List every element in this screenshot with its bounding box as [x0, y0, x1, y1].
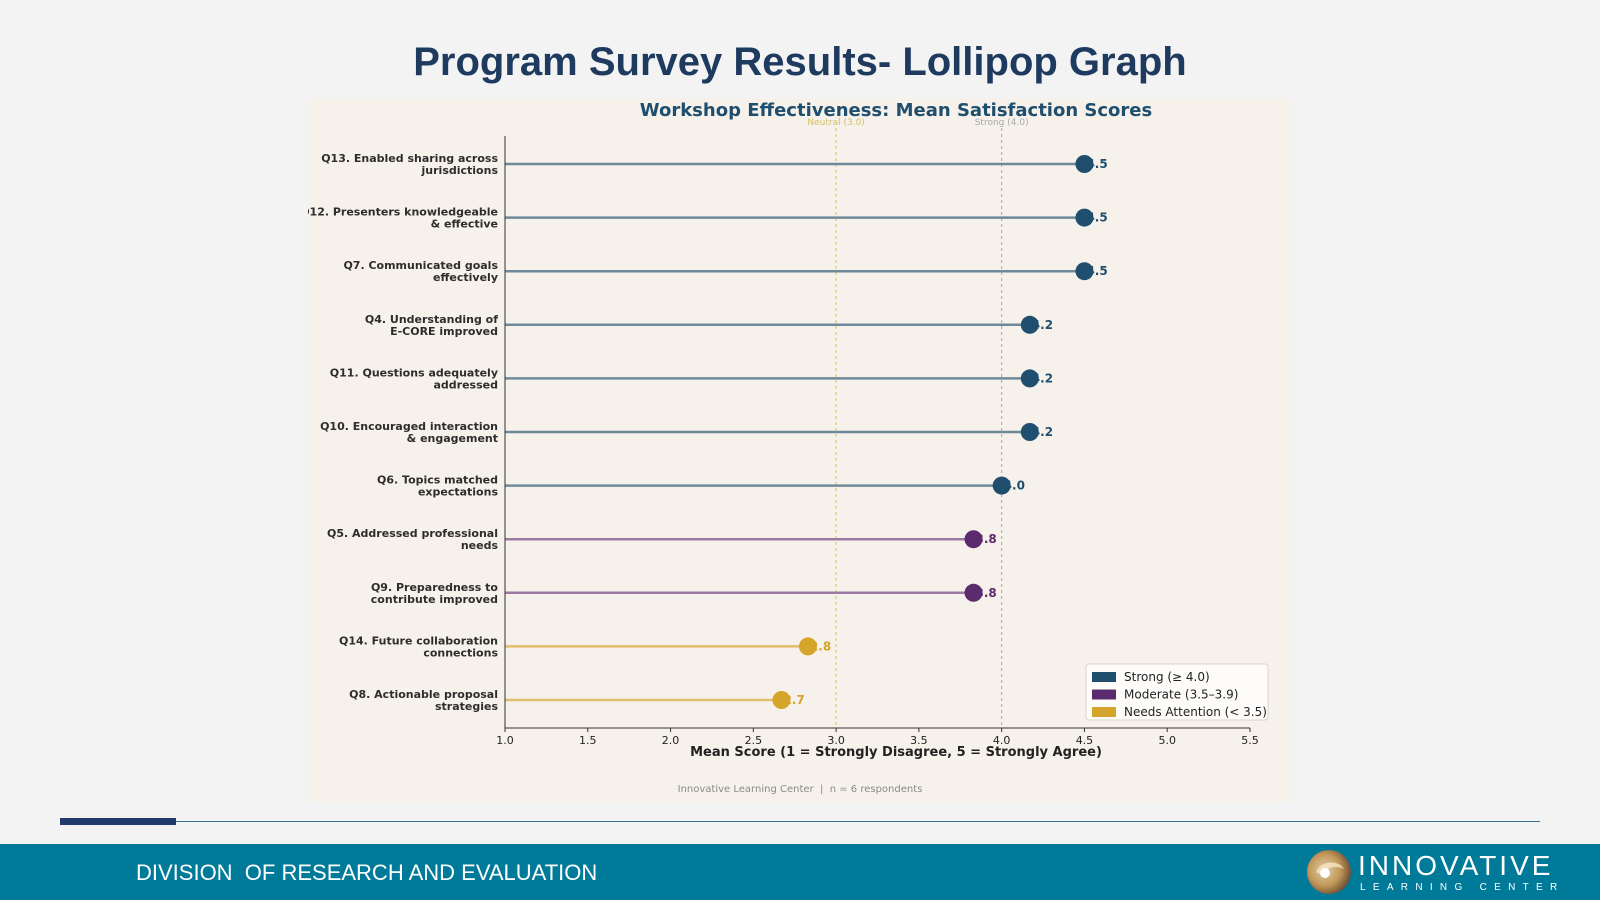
- category-label: & engagement: [407, 432, 498, 445]
- legend-entry: Strong (≥ 4.0): [1124, 670, 1210, 684]
- legend-swatch: [1092, 707, 1116, 717]
- lollipop-dot: [1075, 155, 1094, 173]
- reference-line-label: Neutral (3.0): [807, 118, 864, 128]
- x-tick-label: 3.0: [827, 734, 845, 747]
- category-label: Q8. Actionable proposal: [349, 688, 498, 701]
- lollipop-dot: [992, 476, 1011, 495]
- chart-panel: Workshop Effectiveness: Mean Satisfactio…: [308, 98, 1292, 802]
- value-label: 2.7: [783, 693, 804, 707]
- lollipop-dots: [772, 155, 1094, 709]
- lollipop-dot: [1020, 315, 1039, 334]
- value-label: 4.5: [1086, 264, 1107, 278]
- category-label: Q9. Preparedness to: [371, 581, 498, 594]
- category-label: strategies: [435, 700, 498, 713]
- legend-entry: Needs Attention (< 3.5): [1124, 705, 1267, 719]
- value-label: 4.2: [1032, 318, 1053, 332]
- category-label: Q12. Presenters knowledgeable: [308, 206, 498, 219]
- lollipop-dot: [772, 691, 791, 709]
- progress-track: [60, 821, 1540, 822]
- category-label: expectations: [418, 486, 499, 499]
- lollipop-dot: [1075, 262, 1094, 281]
- category-label: Q10. Encouraged interaction: [320, 420, 498, 433]
- lollipop-dot: [1020, 423, 1039, 441]
- x-axis-label: Mean Score (1 = Strongly Disagree, 5 = S…: [690, 745, 1102, 760]
- value-labels: 4.5 4.5 4.5 4.2 4.2 4.2 4.0 3.8 3.8 2.8 2.7: [783, 157, 1107, 707]
- chart-title: Workshop Effectiveness: Mean Satisfactio…: [640, 100, 1152, 121]
- category-label: E-CORE improved: [390, 325, 498, 338]
- progress-indicator: [60, 818, 176, 825]
- value-label: 4.2: [1032, 425, 1053, 439]
- category-label: Q7. Communicated goals: [343, 259, 498, 272]
- category-label: & effective: [431, 218, 498, 231]
- value-label: 4.2: [1032, 371, 1053, 385]
- lollipop-stems: [505, 162, 1085, 702]
- value-label: 2.8: [810, 639, 831, 653]
- footer-bar: DIVISION OF RESEARCH AND EVALUATION INNO…: [0, 844, 1600, 900]
- legend: Strong (≥ 4.0) Moderate (3.5–3.9) Needs At…: [1085, 663, 1269, 721]
- footer-division-text: DIVISION OF RESEARCH AND EVALUATION: [136, 860, 598, 885]
- lollipop-dot: [1075, 208, 1094, 227]
- x-tick-label: 1.5: [579, 734, 597, 747]
- category-label: contribute improved: [371, 593, 498, 606]
- category-labels: Q13. Enabled sharing acrossjurisdictions…: [308, 152, 498, 713]
- logo-swirl-icon: [1307, 850, 1351, 894]
- x-tick-label: 1.0: [496, 734, 514, 747]
- axes: [504, 136, 1250, 729]
- category-label: Q11. Questions adequately: [330, 366, 498, 379]
- value-label: 4.0: [1004, 479, 1025, 493]
- category-label: connections: [423, 646, 498, 659]
- category-label: effectively: [433, 271, 498, 284]
- x-tick-label: 2.0: [662, 734, 680, 747]
- logo-wordmark: INNOVATIVE: [1358, 850, 1554, 881]
- innovative-learning-center-logo: INNOVATIVE LEARNING CENTER: [1306, 847, 1566, 897]
- reference-line-label: Strong (4.0): [975, 118, 1029, 128]
- x-ticks: 1.0 1.5 2.0 2.5 3.0 3.5 4.0 4.5 5.0 5.5: [496, 728, 1259, 747]
- lollipop-dot: [964, 530, 983, 549]
- category-label: addressed: [434, 378, 499, 391]
- value-label: 3.8: [976, 532, 997, 546]
- category-label: jurisdictions: [421, 164, 499, 177]
- category-label: Q13. Enabled sharing across: [321, 152, 498, 165]
- x-tick-label: 5.0: [1158, 734, 1176, 747]
- category-label: Q4. Understanding of: [365, 313, 498, 326]
- category-label: Q6. Topics matched: [377, 474, 498, 487]
- lollipop-dot: [798, 637, 817, 656]
- x-tick-label: 4.0: [993, 734, 1011, 747]
- legend-entry: Moderate (3.5–3.9): [1124, 688, 1238, 702]
- value-label: 4.5: [1086, 157, 1107, 171]
- legend-swatch: [1092, 672, 1116, 682]
- x-tick-label: 2.5: [745, 734, 763, 747]
- lollipop-chart: Workshop Effectiveness: Mean Satisfactio…: [308, 100, 1269, 795]
- legend-swatch: [1092, 689, 1116, 700]
- x-tick-label: 3.5: [910, 734, 928, 747]
- value-label: 3.8: [976, 586, 997, 600]
- chart-footnote: Innovative Learning Center | n = 6 respo…: [678, 784, 923, 795]
- slide-title: Program Survey Results- Lollipop Graph: [413, 40, 1187, 84]
- logo-subtitle: LEARNING CENTER: [1360, 882, 1565, 893]
- category-label: Q5. Addressed professional: [327, 527, 498, 540]
- lollipop-dot: [964, 583, 983, 602]
- reference-lines: Neutral (3.0) Strong (4.0): [807, 118, 1029, 728]
- category-label: needs: [461, 539, 499, 552]
- legend-box: [1085, 663, 1269, 721]
- lollipop-dot: [1020, 369, 1039, 388]
- category-label: Q14. Future collaboration: [339, 634, 498, 647]
- value-label: 4.5: [1086, 211, 1107, 225]
- x-tick-label: 5.5: [1241, 734, 1259, 747]
- x-tick-label: 4.5: [1076, 734, 1094, 747]
